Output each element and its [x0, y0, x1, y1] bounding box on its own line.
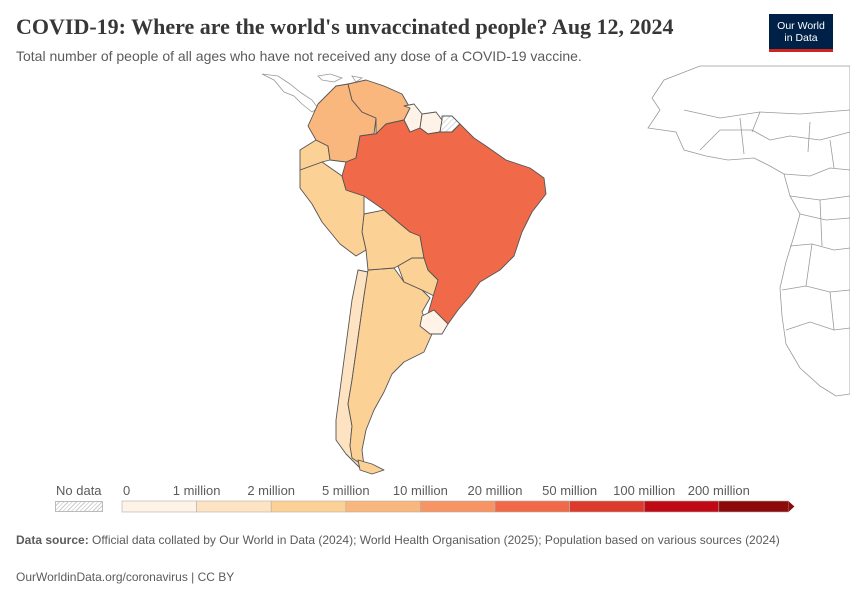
legend-tick-label: 10 million	[392, 483, 448, 498]
legend-bin-7[interactable]	[643, 500, 720, 513]
chart-title: COVID-19: Where are the world's unvaccin…	[16, 14, 674, 39]
legend-tick-label: 20 million	[467, 483, 523, 498]
legend-no-data-swatch[interactable]	[55, 501, 103, 512]
legend-arrow	[788, 501, 795, 512]
legend: No data 0 1 million 2 million 5 million 10 m…	[0, 480, 850, 520]
africa-outline	[647, 65, 850, 397]
legend-bin-1[interactable]	[196, 500, 272, 513]
legend-tick-label: 5 million	[321, 483, 370, 498]
owid-logo[interactable]: Our World in Data	[769, 14, 833, 52]
legend-no-data-label: No data	[56, 483, 102, 498]
country-uruguay[interactable]	[419, 309, 449, 335]
logo-line-2: in Data	[784, 32, 818, 44]
legend-bin-8[interactable]	[718, 500, 789, 513]
legend-bin-4[interactable]	[420, 500, 496, 513]
data-source-label: Data source:	[16, 533, 89, 547]
legend-tick-label: 1 million	[172, 483, 221, 498]
legend-tick-label: 2 million	[247, 483, 296, 498]
legend-tick-label: 200 million	[687, 483, 750, 498]
chart-subtitle: Total number of people of all ages who h…	[16, 48, 582, 64]
data-source: Data source: Official data collated by O…	[16, 533, 796, 548]
footer-url[interactable]: OurWorldinData.org/coronavirus | CC BY	[16, 570, 235, 584]
legend-bin-2[interactable]	[270, 500, 347, 513]
legend-bin-5[interactable]	[494, 500, 570, 513]
legend-tick-label: 50 million	[542, 483, 598, 498]
legend-color-bar	[121, 500, 795, 513]
legend-bin-3[interactable]	[345, 500, 421, 513]
logo-line-1: Our World	[777, 20, 825, 32]
legend-bin-6[interactable]	[569, 500, 645, 513]
country-brazil[interactable]	[341, 119, 547, 325]
choropleth-map	[261, 65, 850, 475]
legend-tick-label: 100 million	[613, 483, 676, 498]
south-america	[299, 79, 547, 475]
data-source-text: Official data collated by Our World in D…	[92, 533, 780, 547]
legend-tick-label: 0	[123, 483, 131, 498]
country-argentina-tdf	[357, 459, 385, 475]
central-america-outline	[261, 73, 364, 113]
legend-bin-0[interactable]	[121, 500, 197, 513]
country-argentina[interactable]	[347, 267, 433, 467]
